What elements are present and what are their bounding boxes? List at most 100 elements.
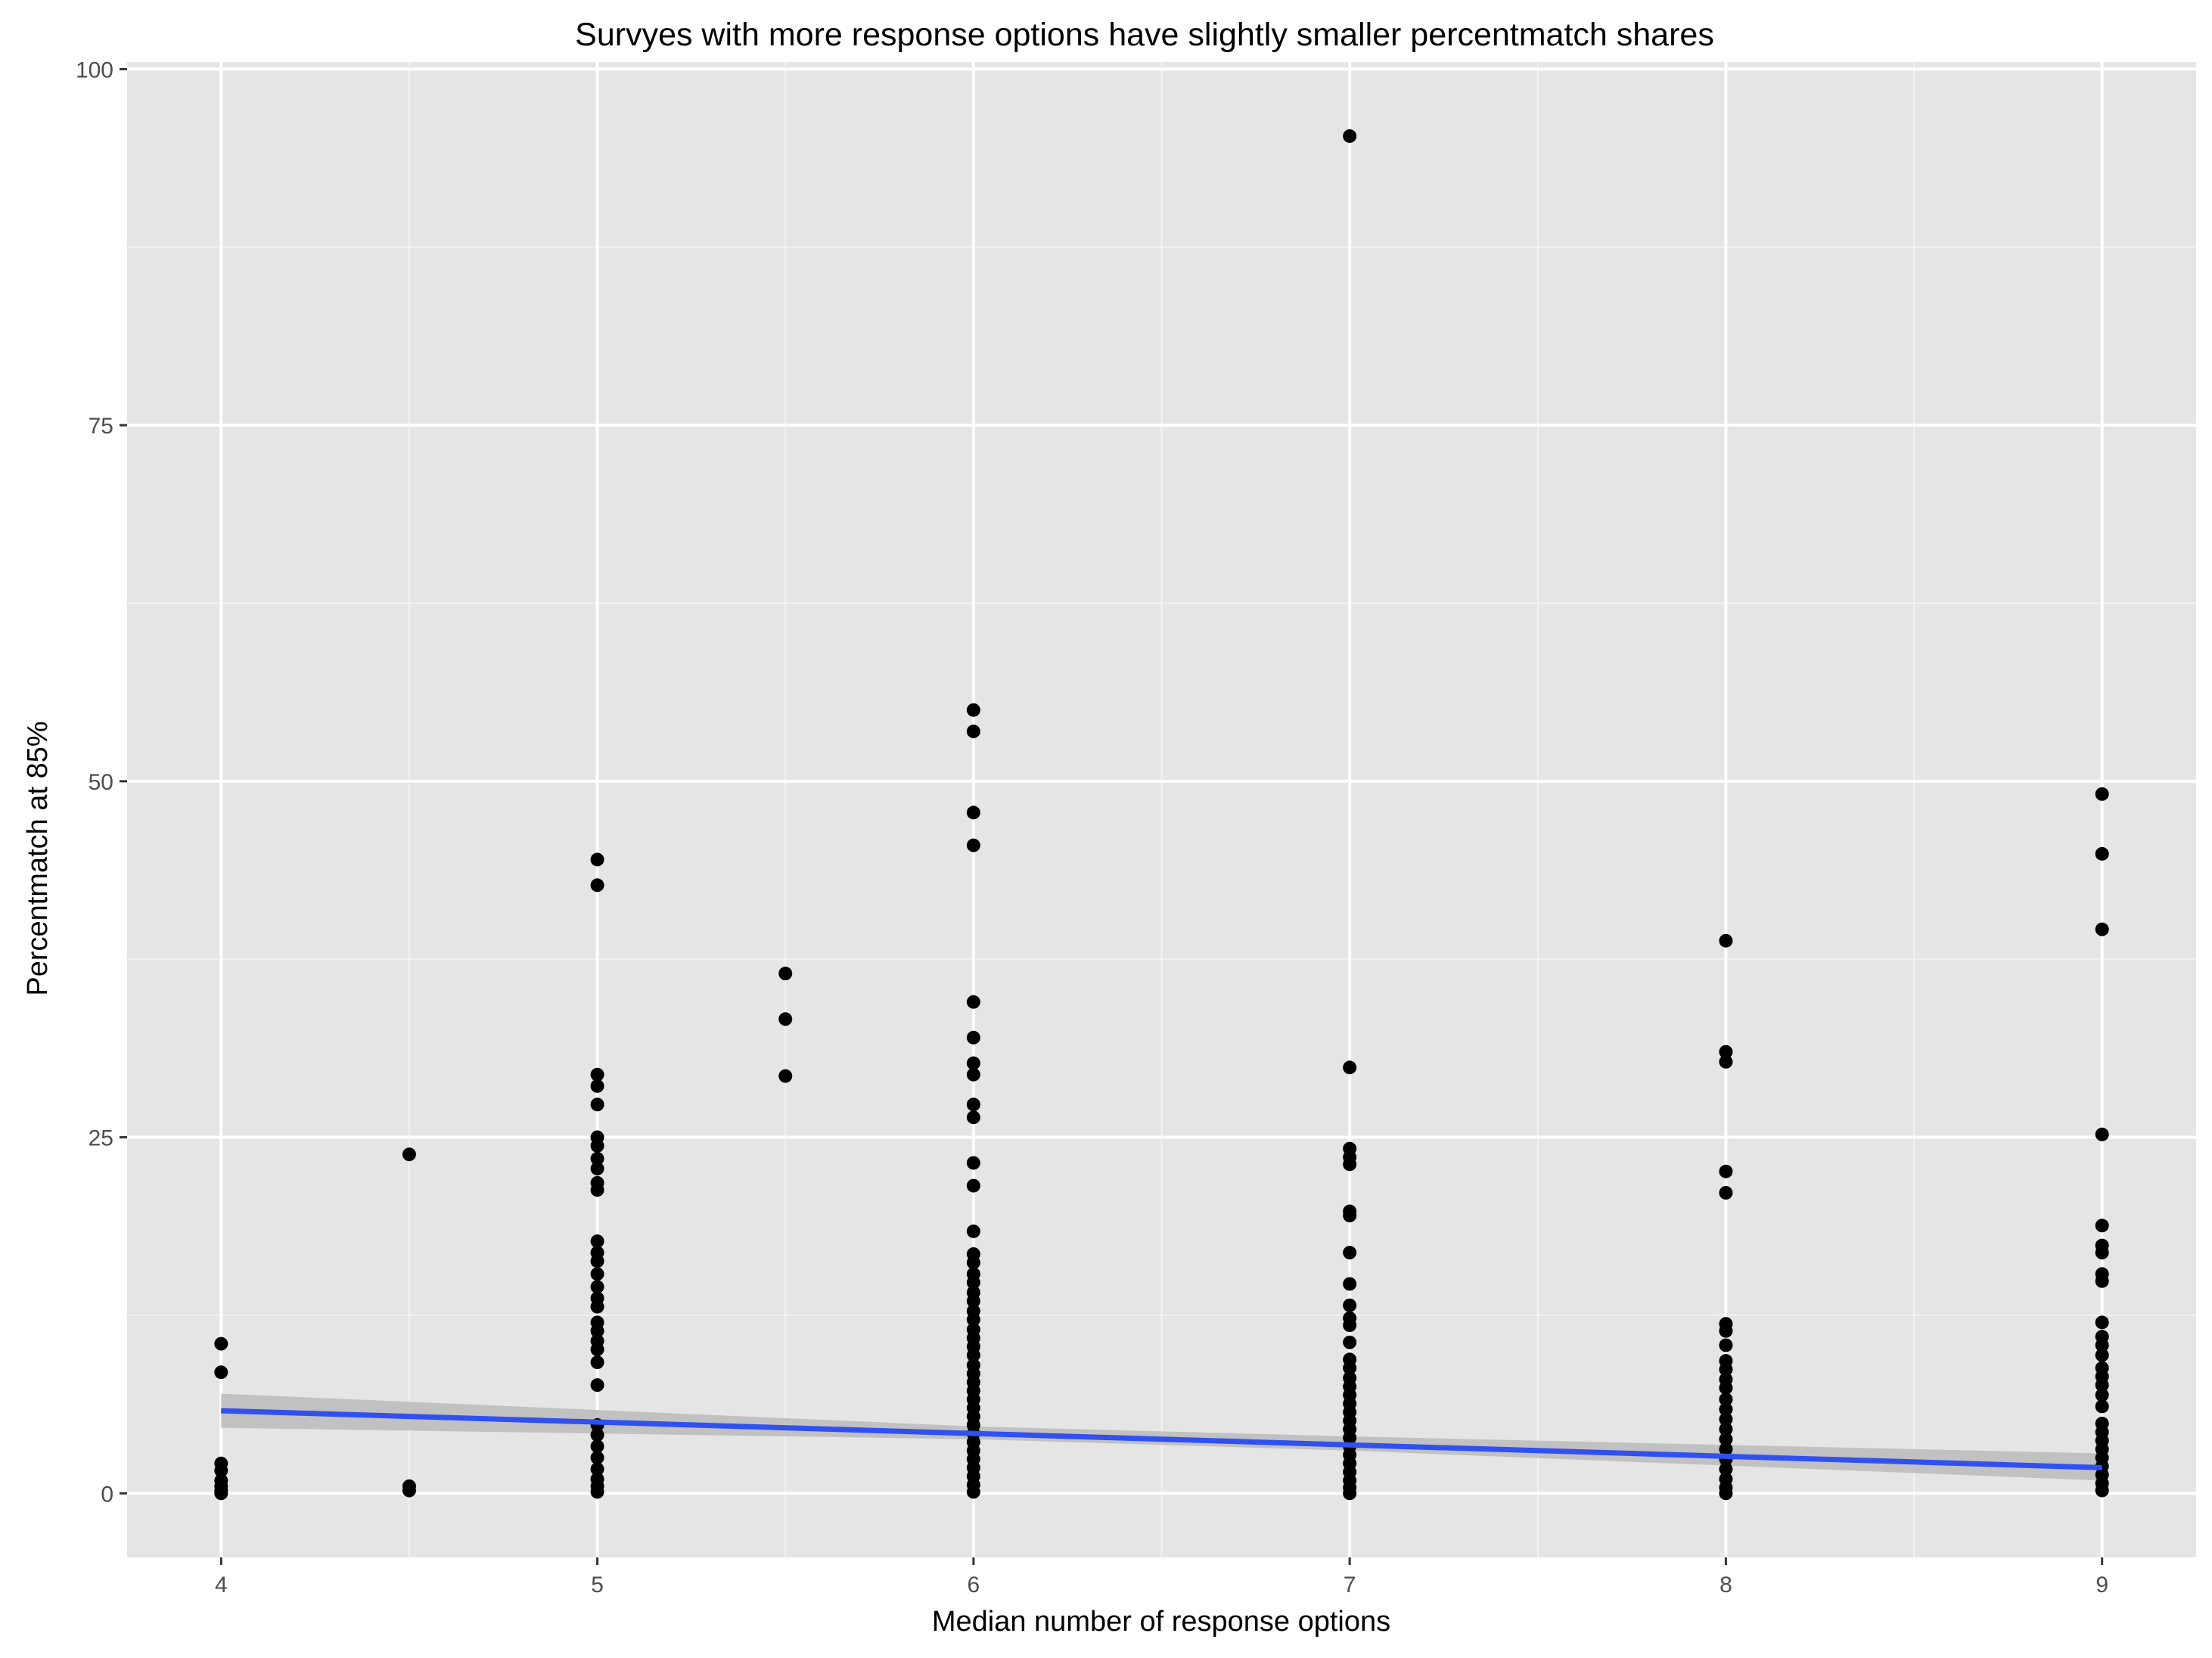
data-point bbox=[1343, 129, 1357, 143]
data-point bbox=[590, 1485, 604, 1499]
data-point bbox=[966, 1110, 980, 1125]
data-point bbox=[214, 1365, 228, 1380]
data-point bbox=[590, 1343, 604, 1357]
data-point bbox=[966, 1178, 980, 1193]
data-point bbox=[402, 1483, 416, 1498]
data-point bbox=[402, 1147, 416, 1162]
data-point bbox=[1719, 1324, 1733, 1338]
data-point bbox=[1719, 1422, 1733, 1436]
data-point bbox=[966, 1312, 980, 1327]
chart-title: Survyes with more response options have … bbox=[575, 17, 1714, 53]
data-point bbox=[590, 1299, 604, 1314]
data-point bbox=[1719, 1393, 1733, 1407]
data-point bbox=[590, 1324, 604, 1338]
plot-panel bbox=[127, 62, 2196, 1557]
data-point bbox=[2095, 1378, 2109, 1393]
data-point bbox=[2095, 1274, 2109, 1288]
data-point bbox=[2095, 1127, 2109, 1141]
data-point bbox=[966, 838, 980, 852]
data-point bbox=[590, 1439, 604, 1454]
data-point bbox=[590, 1151, 604, 1166]
data-point bbox=[966, 1098, 980, 1112]
data-point bbox=[966, 1156, 980, 1170]
data-point bbox=[1343, 1246, 1357, 1260]
data-point bbox=[2095, 1348, 2109, 1362]
y-tick-label: 75 bbox=[89, 414, 113, 439]
data-point bbox=[966, 806, 980, 820]
x-tick-label: 7 bbox=[1344, 1573, 1356, 1597]
data-point bbox=[2095, 1315, 2109, 1330]
data-point bbox=[590, 1280, 604, 1294]
data-point bbox=[966, 995, 980, 1009]
data-point bbox=[590, 1183, 604, 1197]
data-point bbox=[590, 1234, 604, 1249]
trend-line bbox=[221, 1408, 2102, 1470]
data-point bbox=[590, 1254, 604, 1268]
data-point bbox=[590, 852, 604, 867]
data-point bbox=[2095, 1399, 2109, 1414]
data-point bbox=[1719, 1338, 1733, 1352]
points-layer bbox=[214, 129, 2109, 1501]
data-point bbox=[1719, 1185, 1733, 1200]
data-point bbox=[1719, 1442, 1733, 1456]
data-point bbox=[778, 1012, 793, 1026]
data-point bbox=[590, 1079, 604, 1093]
data-point bbox=[1343, 1298, 1357, 1312]
data-point bbox=[1719, 1054, 1733, 1069]
data-point bbox=[966, 1256, 980, 1270]
data-point bbox=[2095, 1388, 2109, 1402]
data-point bbox=[1343, 1361, 1357, 1375]
data-point bbox=[1343, 1060, 1357, 1075]
data-point bbox=[1719, 1402, 1733, 1417]
data-point bbox=[1343, 1157, 1357, 1172]
data-point bbox=[966, 703, 980, 717]
data-point bbox=[1719, 1045, 1733, 1059]
x-tick-label: 5 bbox=[591, 1573, 604, 1597]
data-point bbox=[1719, 1462, 1733, 1476]
trend-line-layer bbox=[221, 1408, 2102, 1470]
data-point bbox=[966, 724, 980, 738]
data-point bbox=[966, 1067, 980, 1082]
data-point bbox=[1343, 1486, 1357, 1501]
data-point bbox=[1719, 933, 1733, 948]
data-point bbox=[2095, 1338, 2109, 1352]
x-axis-title: Median number of response options bbox=[932, 1606, 1390, 1638]
x-tick-label: 4 bbox=[215, 1573, 228, 1597]
data-point bbox=[966, 1030, 980, 1045]
data-point bbox=[214, 1464, 228, 1478]
data-point bbox=[778, 967, 793, 981]
data-point bbox=[590, 1378, 604, 1393]
data-point bbox=[590, 1161, 604, 1175]
data-point bbox=[590, 1462, 604, 1476]
data-point bbox=[966, 1485, 980, 1499]
data-point bbox=[966, 1348, 980, 1362]
data-point bbox=[590, 1138, 604, 1153]
axes-layer: 4 5 6 7 8 9 0 25 50 75 100 bbox=[76, 57, 2108, 1597]
data-point bbox=[966, 1294, 980, 1309]
data-point bbox=[1719, 1380, 1733, 1395]
data-point bbox=[590, 1451, 604, 1465]
data-point bbox=[1719, 1432, 1733, 1446]
y-tick-label: 25 bbox=[89, 1126, 113, 1151]
data-point bbox=[214, 1486, 228, 1501]
data-point bbox=[2095, 1246, 2109, 1260]
data-point bbox=[1719, 1164, 1733, 1178]
y-axis-title: Percentmatch at 85% bbox=[22, 721, 54, 995]
x-tick-label: 8 bbox=[1720, 1573, 1732, 1597]
data-point bbox=[1343, 1209, 1357, 1223]
data-point bbox=[966, 1275, 980, 1290]
y-tick-label: 50 bbox=[89, 770, 113, 795]
data-point bbox=[2095, 922, 2109, 936]
data-point bbox=[590, 1067, 604, 1082]
data-point bbox=[590, 1355, 604, 1370]
data-point bbox=[590, 1098, 604, 1112]
data-point bbox=[2095, 1483, 2109, 1498]
data-point bbox=[778, 1069, 793, 1083]
data-point bbox=[590, 1428, 604, 1442]
x-tick-label: 6 bbox=[968, 1573, 980, 1597]
data-point bbox=[2095, 787, 2109, 801]
data-point bbox=[590, 1267, 604, 1281]
data-point bbox=[1719, 1362, 1733, 1377]
